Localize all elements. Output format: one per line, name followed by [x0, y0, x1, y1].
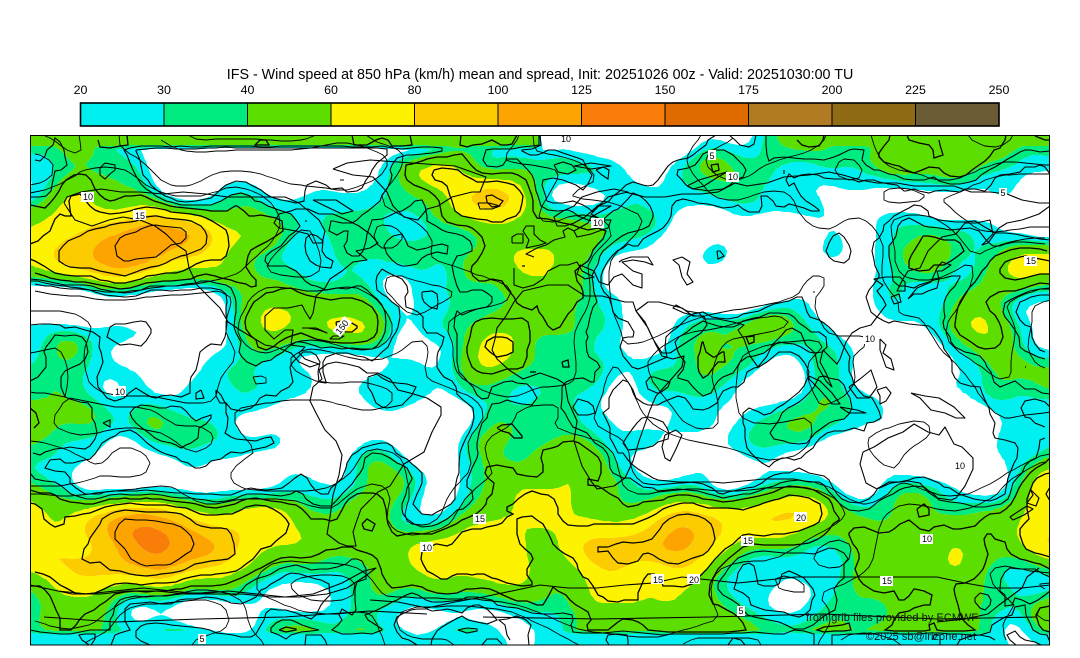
svg-text:15: 15	[1026, 256, 1036, 266]
svg-text:20: 20	[689, 575, 699, 585]
svg-text:15: 15	[743, 536, 753, 546]
svg-text:10: 10	[561, 134, 571, 144]
svg-text:10: 10	[728, 172, 738, 182]
svg-text:5: 5	[199, 634, 204, 644]
svg-text:5: 5	[709, 151, 714, 161]
svg-text:10: 10	[83, 192, 93, 202]
svg-text:5: 5	[738, 606, 743, 616]
svg-text:15: 15	[882, 576, 892, 586]
svg-text:10: 10	[115, 387, 125, 397]
svg-text:20: 20	[796, 513, 806, 523]
svg-text:10: 10	[422, 543, 432, 553]
svg-text:10: 10	[593, 218, 603, 228]
svg-text:15: 15	[135, 211, 145, 221]
svg-text:10: 10	[865, 334, 875, 344]
svg-text:15: 15	[475, 514, 485, 524]
svg-text:5: 5	[1000, 188, 1005, 198]
svg-text:10: 10	[955, 461, 965, 471]
svg-text:15: 15	[653, 575, 663, 585]
svg-text:10: 10	[922, 534, 932, 544]
